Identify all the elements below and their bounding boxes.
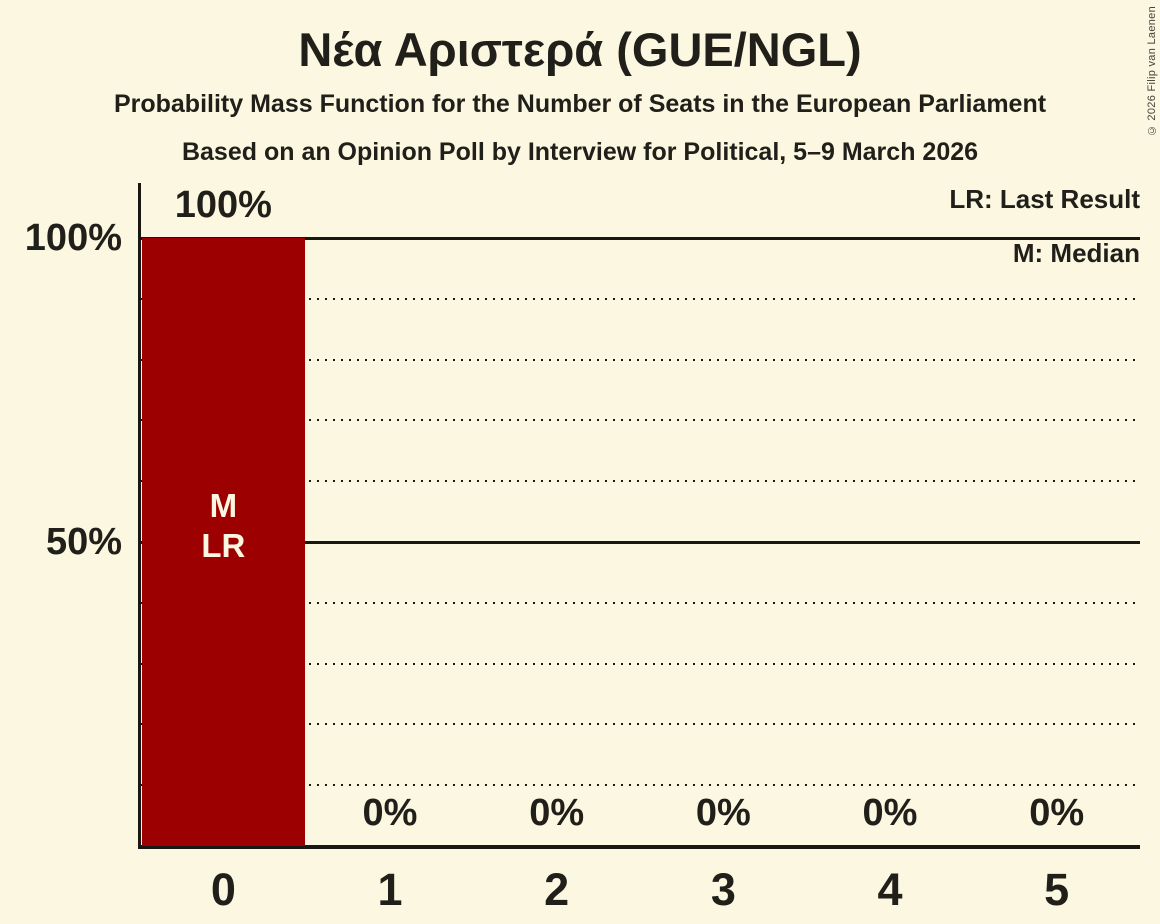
gridline-solid-100: [141, 236, 1140, 240]
chart-subtitle: Probability Mass Function for the Number…: [113, 90, 1047, 118]
bar-value-label-4: 0%: [862, 792, 918, 834]
bar-value-label-0: 100%: [174, 184, 272, 226]
x-tick-label-5: 5: [1044, 864, 1070, 915]
bar-annotation-lr: LR: [201, 527, 246, 564]
y-tick-label-100: 100%: [24, 217, 122, 259]
y-axis-line: [138, 183, 141, 849]
y-tick-label-50: 50%: [45, 521, 122, 563]
x-tick-label-2: 2: [544, 864, 570, 915]
gridline-dotted-70: [141, 419, 1140, 422]
x-axis-line: [138, 845, 1140, 849]
gridline-dotted-90: [141, 297, 1140, 300]
bar-value-label-3: 0%: [695, 792, 751, 834]
legend-median: M: Median: [1012, 238, 1140, 268]
gridline-solid-50: [141, 540, 1140, 544]
bar-value-label-2: 0%: [529, 792, 585, 834]
bar-value-label-5: 0%: [1029, 792, 1085, 834]
bar-annotation-m: M: [209, 487, 238, 524]
chart-source-line: Based on an Opinion Poll by Interview fo…: [181, 138, 979, 166]
gridline-dotted-30: [141, 662, 1140, 665]
x-tick-label-1: 1: [377, 864, 403, 915]
gridline-dotted-40: [141, 601, 1140, 604]
x-tick-label-0: 0: [210, 864, 236, 915]
chart-title: Νέα Αριστερά (GUE/NGL): [298, 23, 862, 76]
bar-value-label-1: 0%: [362, 792, 418, 834]
gridline-dotted-20: [141, 723, 1140, 726]
x-tick-label-3: 3: [710, 864, 736, 915]
gridline-dotted-80: [141, 358, 1140, 361]
gridline-dotted-10: [141, 784, 1140, 787]
x-tick-label-4: 4: [877, 864, 903, 915]
gridline-dotted-60: [141, 480, 1140, 483]
bar-seat-0: [141, 238, 305, 846]
copyright-text: © 2026 Filip van Laenen: [1146, 6, 1158, 137]
bar-annotation-seat-0: M LR: [140, 486, 307, 566]
legend-last-result: LR: Last Result: [949, 184, 1140, 214]
